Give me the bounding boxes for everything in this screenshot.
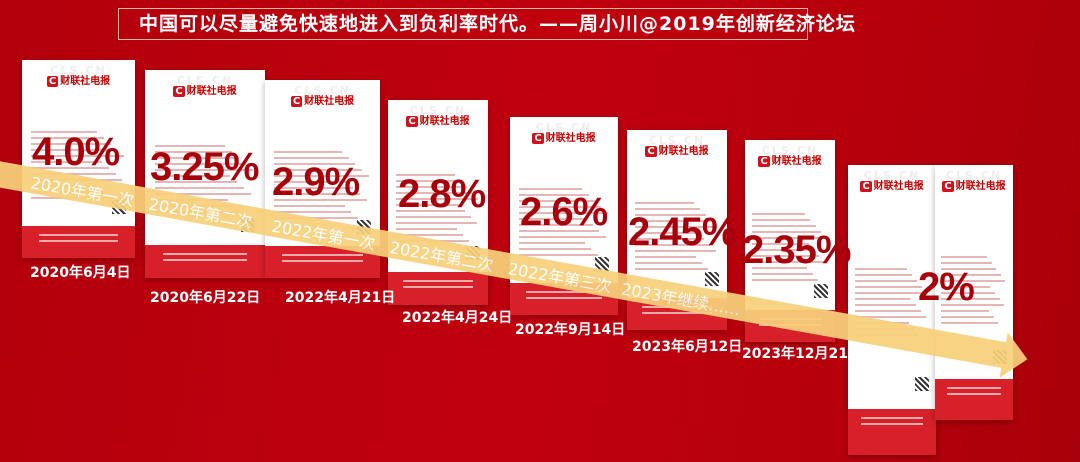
date-label: 2022年9月14日 (515, 322, 626, 338)
article-text (752, 209, 828, 285)
rate-value: 4.0% (32, 130, 120, 174)
qr-code-icon (595, 257, 610, 272)
cls-logo: C 财联社电报 (532, 133, 596, 144)
card-footer (145, 244, 265, 278)
rate-value: 3.25% (150, 145, 259, 189)
rate-value: 2.6% (520, 190, 608, 234)
date-label: 2020年6月4日 (30, 265, 131, 281)
cls-logo: C 财联社电报 (645, 146, 709, 157)
article-text (941, 252, 1007, 328)
rate-value: 2.9% (272, 160, 360, 204)
watermark: CLS.CN (761, 144, 819, 157)
news-card: CLS.CN C 财联社电报 (848, 165, 936, 455)
cls-logo: C 财联社电报 (860, 181, 924, 192)
cls-logo: C 财联社电报 (942, 181, 1006, 192)
rate-value: 2.35% (742, 228, 851, 272)
card-footer (388, 272, 488, 305)
qr-code-icon (705, 272, 719, 286)
article-text (518, 184, 610, 260)
cls-logo: C 财联社电报 (173, 86, 237, 97)
news-card: CLS.CN C 财联社电报 (935, 165, 1013, 420)
date-label: 2023年6月12日 (632, 339, 743, 355)
watermark: CLS.CN (535, 121, 593, 134)
date-label: 2023年12月21日 (742, 346, 862, 362)
rate-value: 2% (918, 265, 975, 309)
article-text (635, 198, 719, 274)
date-label: 2022年4月21日 (285, 290, 396, 306)
watermark: CLS.CN (409, 104, 467, 117)
date-label: 2020年6月22日 (150, 290, 261, 306)
watermark: CLS.CN (50, 64, 107, 77)
qr-code-icon (813, 283, 828, 298)
cls-logo: C 财联社电报 (406, 116, 470, 127)
news-card: CLS.CN C 财联社电报 (22, 60, 135, 258)
cls-logo: C 财联社电报 (290, 96, 355, 107)
cls-logo: C 财联社电报 (46, 76, 111, 87)
watermark: CLS.CN (648, 134, 706, 147)
watermark: CLS.CN (176, 74, 234, 87)
card-footer (22, 226, 135, 258)
card-footer (848, 408, 936, 455)
cls-logo: C 财联社电报 (758, 156, 822, 167)
rate-value: 2.8% (398, 172, 486, 216)
date-label: 2022年4月24日 (402, 310, 513, 326)
watermark: CLS.CN (945, 169, 1003, 182)
watermark: CLS.CN (863, 169, 921, 182)
quote-title: 中国可以尽量避免快速地进入到负利率时代。——周小川@2019年创新经济论坛 (118, 8, 855, 40)
qr-code-icon (914, 377, 929, 392)
rate-value: 2.45% (628, 210, 737, 254)
watermark: CLS.CN (294, 84, 351, 97)
card-footer (935, 379, 1013, 420)
